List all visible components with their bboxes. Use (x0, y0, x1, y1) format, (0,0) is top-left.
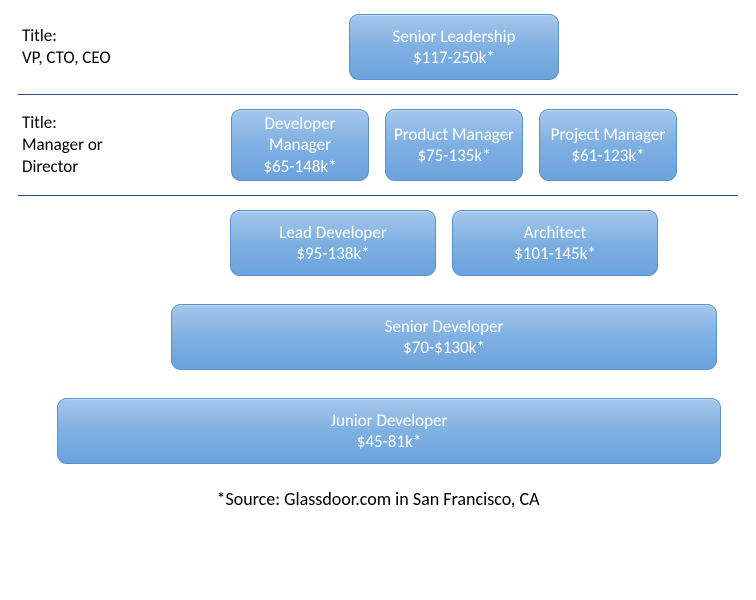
box-architect: Architect $101-145k* (452, 210, 658, 276)
box-title: Product Manager (394, 124, 514, 145)
box-developer-manager: Developer Manager $65-148k* (231, 109, 369, 181)
box-lead-developer: Lead Developer $95-138k* (230, 210, 436, 276)
tier-junior-developer: Junior Developer $45-81k* (0, 384, 756, 478)
box-salary: $65-148k* (263, 156, 336, 177)
source-footnote: *Source: Glassdoor.com in San Francisco,… (0, 488, 756, 510)
box-title: Lead Developer (279, 222, 387, 243)
tier-boxes: Senior Leadership $117-250k* (172, 14, 736, 80)
label-line: Director (22, 156, 172, 178)
box-title: Architect (524, 222, 586, 243)
box-salary: $75-135k* (417, 145, 490, 166)
box-project-manager: Project Manager $61-123k* (539, 109, 677, 181)
label-line: Title: (22, 25, 172, 47)
box-title: Project Manager (551, 124, 666, 145)
box-senior-leadership: Senior Leadership $117-250k* (349, 14, 559, 80)
label-line: Manager or (22, 134, 172, 156)
label-line: Title: (22, 112, 172, 134)
tier-label-executive: Title: VP, CTO, CEO (22, 25, 172, 69)
box-salary: $61-123k* (571, 145, 644, 166)
tier-managers: Title: Manager or Director Developer Man… (0, 95, 756, 195)
box-title: Developer Manager (240, 113, 360, 156)
label-line: VP, CTO, CEO (22, 47, 172, 69)
box-salary: $117-250k* (413, 47, 495, 68)
tier-boxes: Lead Developer $95-138k* Architect $101-… (152, 210, 736, 276)
box-salary: $70-$130k* (403, 337, 485, 358)
box-junior-developer: Junior Developer $45-81k* (57, 398, 721, 464)
box-salary: $95-138k* (296, 243, 369, 264)
box-title: Senior Leadership (392, 26, 515, 47)
box-title: Junior Developer (331, 410, 448, 431)
box-product-manager: Product Manager $75-135k* (385, 109, 523, 181)
tier-boxes: Junior Developer $45-81k* (42, 398, 736, 464)
box-salary: $45-81k* (357, 431, 421, 452)
box-senior-developer: Senior Developer $70-$130k* (171, 304, 717, 370)
tier-senior-leadership: Title: VP, CTO, CEO Senior Leadership $1… (0, 0, 756, 94)
box-salary: $101-145k* (514, 243, 596, 264)
tier-senior-developer: Senior Developer $70-$130k* (0, 290, 756, 384)
box-title: Senior Developer (385, 316, 504, 337)
tier-boxes: Senior Developer $70-$130k* (152, 304, 736, 370)
tier-lead-architect: Lead Developer $95-138k* Architect $101-… (0, 196, 756, 290)
tier-boxes: Developer Manager $65-148k* Product Mana… (172, 109, 736, 181)
tier-label-manager: Title: Manager or Director (22, 112, 172, 178)
